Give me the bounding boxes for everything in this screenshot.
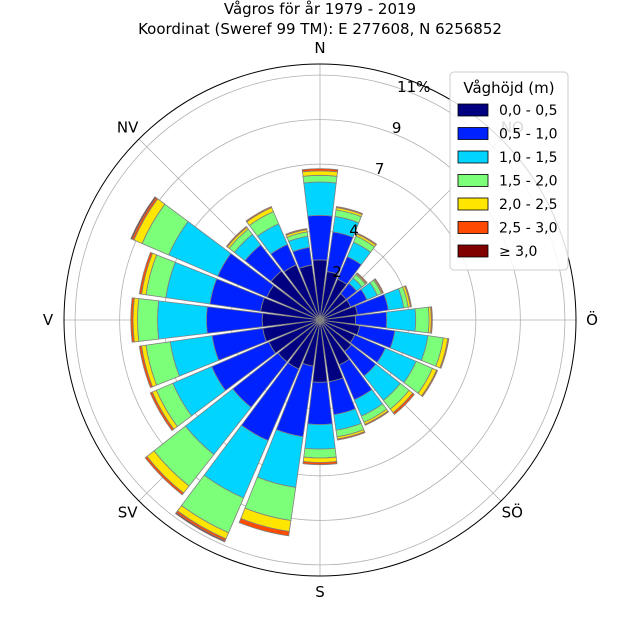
bar-segment-180-bin-1 (307, 381, 333, 426)
bar-segment-90-bin-3 (414, 306, 430, 334)
outer-frame-circle (63, 63, 577, 577)
direction-label-225: SV (118, 503, 139, 521)
bar-segment-15-bin-5 (335, 206, 364, 216)
sector-75 (319, 285, 412, 321)
sector-135 (319, 319, 415, 415)
bar-segment-270-bin-2 (157, 300, 208, 340)
bar-segment-225-bin-5 (144, 455, 185, 496)
radial-label-2: 2 (332, 263, 342, 281)
direction-label-315: NV (117, 119, 139, 137)
bar-segment-105-bin-5 (439, 338, 450, 369)
radial-label-7: 7 (375, 160, 385, 178)
direction-label-270: V (43, 311, 54, 329)
sector-15 (319, 206, 364, 321)
bar-segment-270-bin-3 (137, 298, 160, 342)
bar-segment-30-bin-5 (356, 232, 378, 246)
bar-segment-90-bin-2 (385, 308, 417, 332)
legend: Våghöjd (m) 0,0 - 0,5 0,5 - 1,0 1,0 - 1,5 1… (449, 71, 569, 271)
legend-title: Våghöjd (m) (463, 79, 554, 97)
legend-swatch-0 (457, 103, 489, 117)
sector-105 (319, 319, 450, 369)
bar-segment-0-bin-3 (302, 174, 338, 184)
sector-225 (144, 319, 321, 496)
sector-300 (130, 196, 321, 321)
bar-segment-210-bin-6 (174, 512, 226, 543)
sector-150 (319, 319, 390, 426)
sector-270 (130, 297, 321, 343)
legend-swatch-6 (457, 244, 489, 258)
radial-label-9: 9 (392, 119, 402, 137)
sector-210 (174, 319, 321, 543)
legend-label-2: 1,0 - 1,5 (499, 150, 557, 166)
radial-label-4: 4 (349, 222, 359, 240)
bar-segment-45-bin-5 (355, 272, 368, 285)
bar-segment-330-bin-5 (245, 205, 273, 223)
legend-swatch-5 (457, 221, 489, 234)
bar-segment-0-bin-2 (303, 181, 337, 217)
bar-segment-180-bin-2 (304, 423, 336, 450)
bar-segment-285-bin-5 (138, 251, 154, 295)
sector-285 (138, 251, 321, 321)
bar-segment-180-bin-3 (303, 447, 337, 459)
bar-segment-150-bin-5 (364, 410, 390, 426)
sector-255 (138, 319, 321, 389)
legend-label-5: 2,5 - 3,0 (499, 221, 557, 237)
bar-segment-300-bin-6 (130, 196, 157, 240)
bar-segment-345-bin-5 (285, 228, 308, 236)
legend-label-1: 0,5 - 1,0 (499, 127, 557, 143)
legend-swatch-1 (457, 127, 489, 140)
sector-45 (319, 272, 368, 321)
legend-swatch-2 (457, 150, 489, 164)
bar-segment-135-bin-5 (392, 392, 415, 415)
sector-195 (238, 319, 321, 537)
sector-165 (319, 319, 366, 441)
chart-title: Vågros för år 1979 - 2019 (224, 0, 416, 18)
legend-label-3: 1,5 - 2,0 (499, 174, 557, 190)
legend-label-4: 2,0 - 2,5 (499, 197, 557, 213)
legend-frame (449, 71, 569, 271)
bar-segment-315-bin-5 (225, 225, 248, 248)
direction-label-180: S (315, 583, 325, 601)
direction-label-135: SÖ (502, 502, 523, 521)
sector-315 (225, 225, 321, 321)
sector-120 (319, 319, 439, 398)
legend-swatch-3 (457, 174, 489, 187)
bar-segment-0-bin-1 (307, 214, 333, 261)
bar-segment-90-bin-5 (430, 306, 433, 334)
radial-tick-labels: 2 4 7 9 11% (332, 78, 430, 281)
direction-labels: NNOÖSÖSSVVNV (43, 39, 598, 601)
sector-240 (149, 319, 321, 432)
direction-label-90: Ö (586, 310, 598, 329)
bar-segment-195-bin-5 (238, 517, 290, 537)
radial-label-11: 11% (397, 78, 430, 96)
bar-segment-165-bin-5 (336, 431, 366, 441)
bar-segment-0-bin-5 (301, 168, 339, 173)
legend-label-6: ≥ 3,0 (499, 244, 537, 260)
legend-swatch-4 (457, 197, 489, 211)
bar-segment-75-bin-5 (404, 285, 412, 308)
sector-90 (319, 306, 433, 334)
sector-180 (302, 319, 338, 466)
legend-label-0: 0,0 - 0,5 (499, 103, 557, 119)
bar-segment-270-bin-5 (130, 297, 135, 343)
chart-subtitle: Koordinat (Sweref 99 TM): E 277608, N 62… (138, 20, 502, 38)
bar-segment-240-bin-5 (149, 391, 175, 432)
bar-segment-255-bin-5 (138, 345, 154, 389)
bar-segment-120-bin-5 (421, 369, 439, 398)
rose-bars (130, 168, 450, 543)
direction-label-0: N (314, 39, 325, 57)
sector-0 (301, 168, 339, 321)
sector-345 (285, 228, 321, 321)
sector-60 (319, 278, 384, 321)
bar-segment-60-bin-5 (373, 278, 384, 294)
sector-330 (245, 205, 321, 321)
sector-30 (319, 232, 378, 321)
bar-segment-180-bin-5 (302, 461, 338, 466)
